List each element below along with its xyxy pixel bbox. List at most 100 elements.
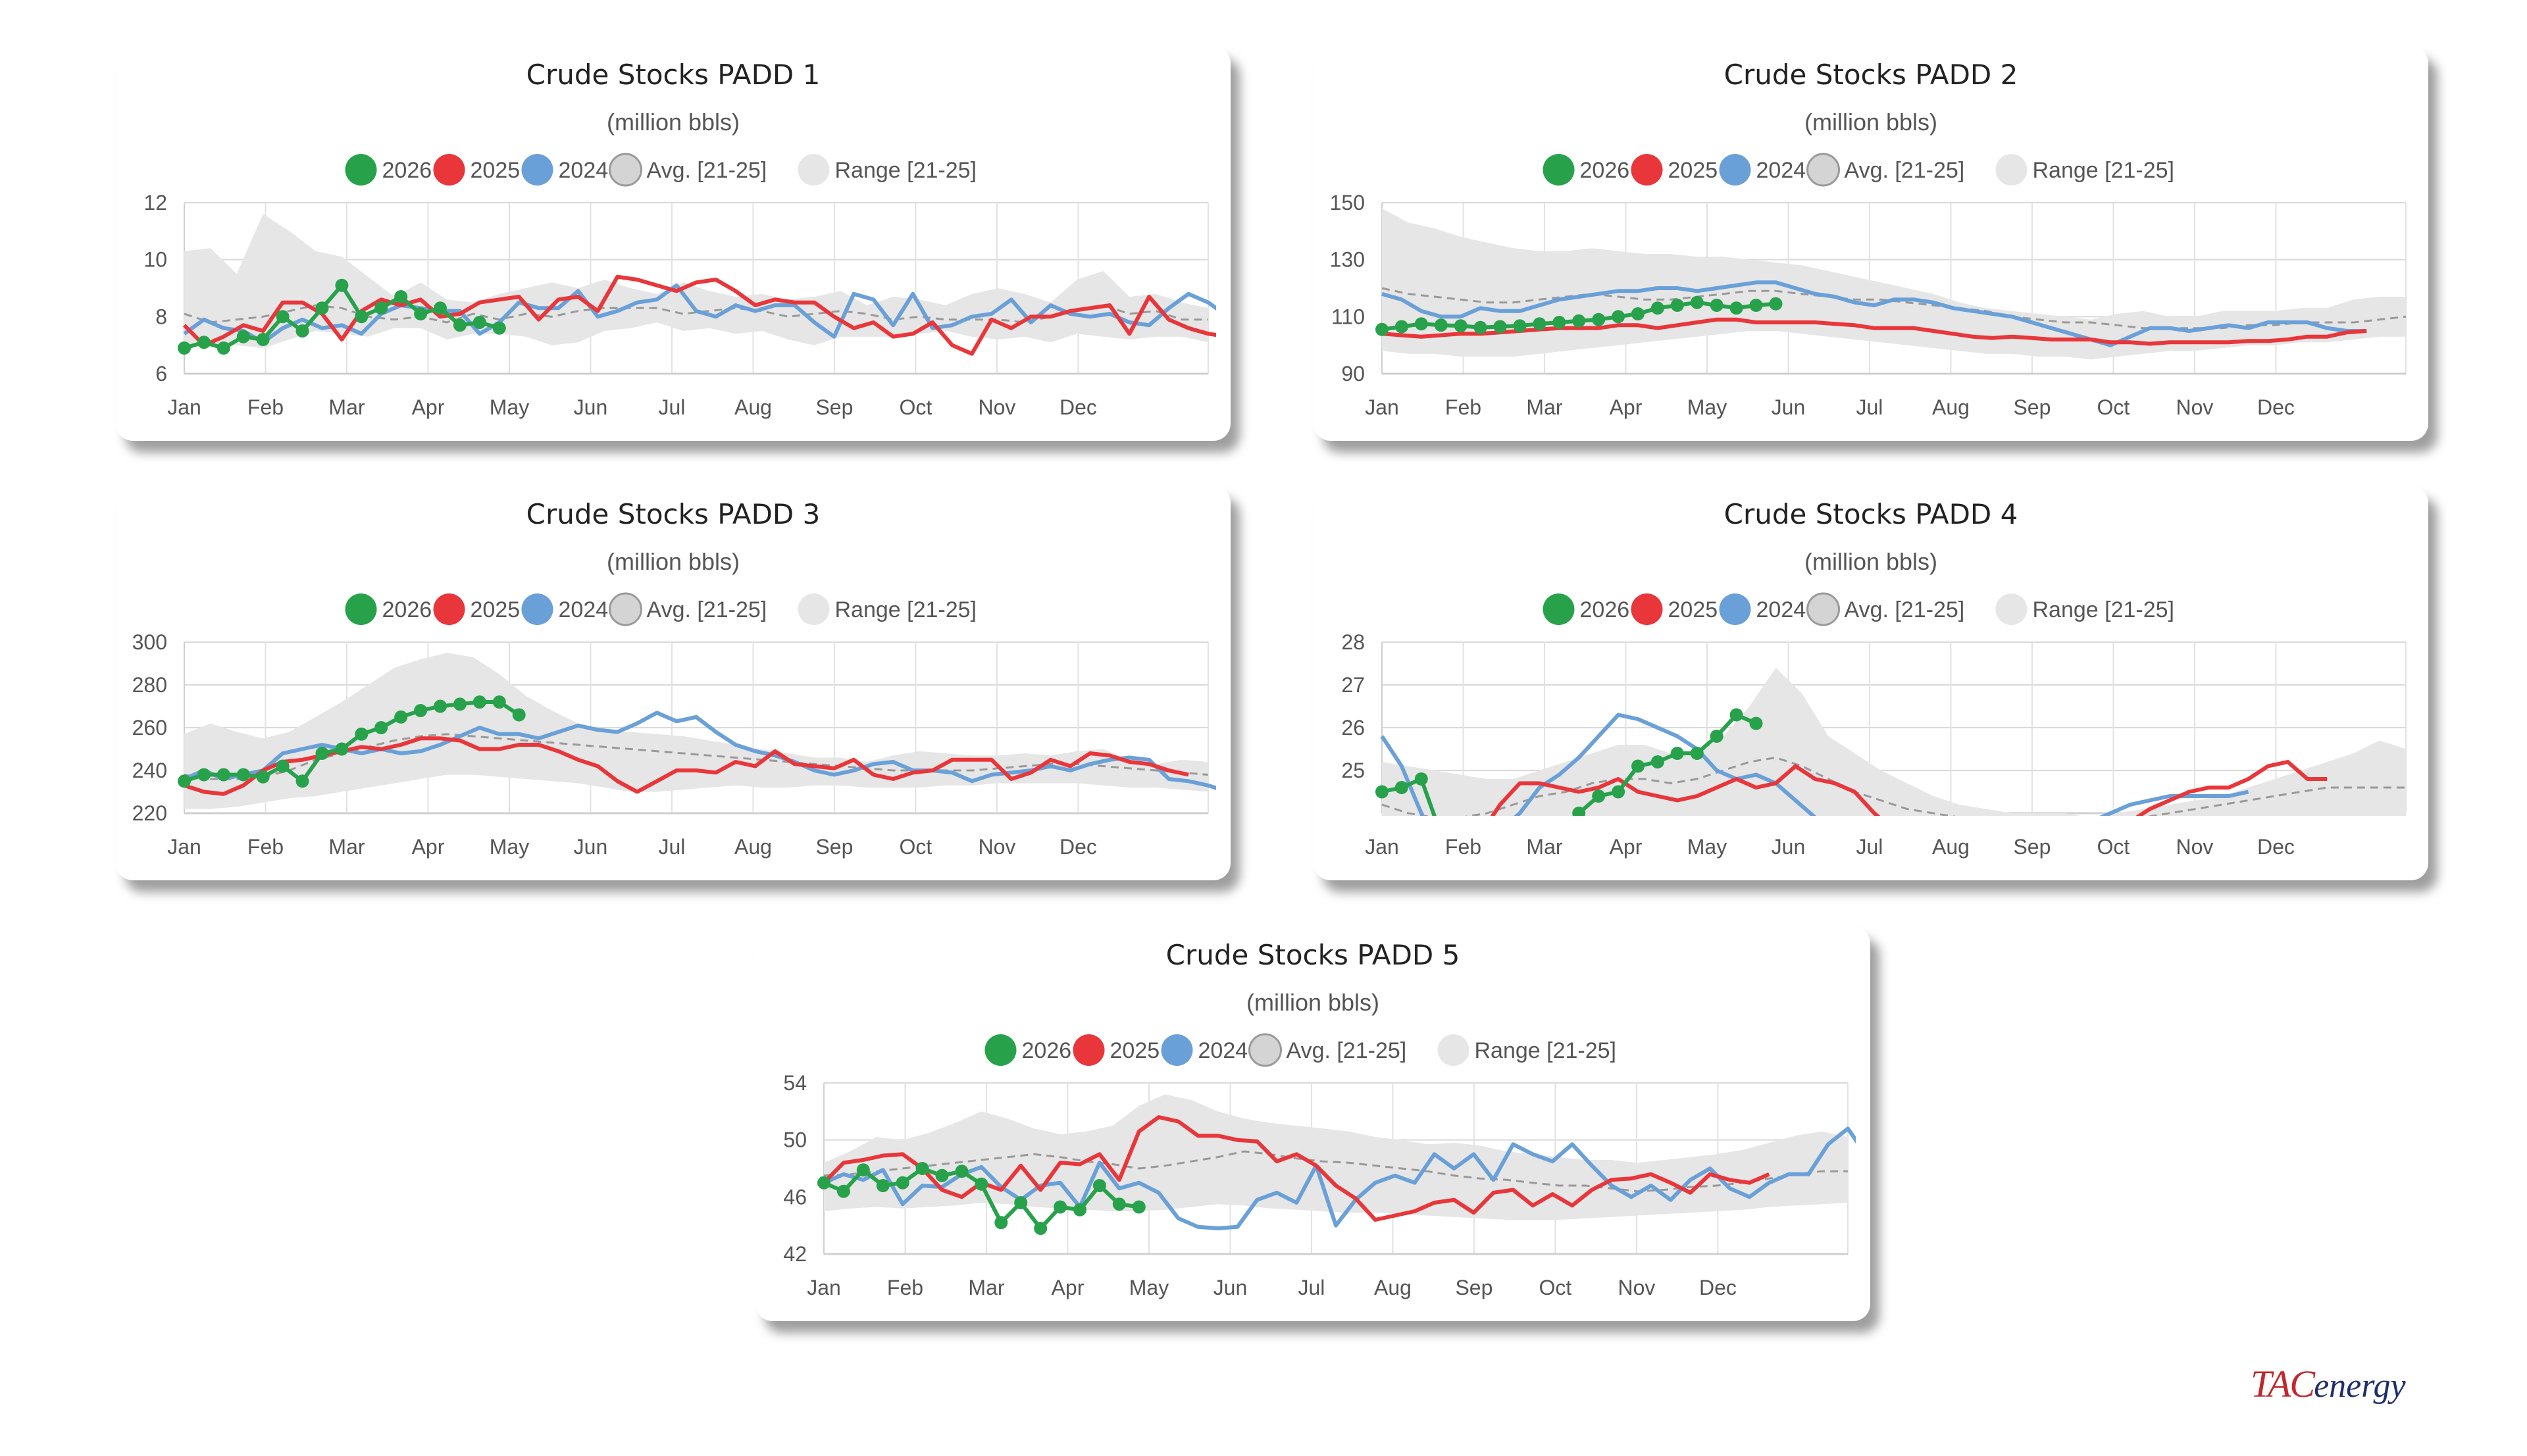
legend-swatch <box>433 154 465 186</box>
data-point-2026 <box>414 307 428 320</box>
legend-label: 2024 <box>1198 1038 1248 1063</box>
data-point-2026 <box>178 774 191 788</box>
x-tick-label: Mar <box>1526 835 1562 859</box>
x-tick-label: Apr <box>1052 1276 1085 1299</box>
x-tick-label: Jun <box>1772 395 1806 419</box>
y-tick-label: 12 <box>143 191 167 214</box>
data-point-2026 <box>876 1179 890 1192</box>
chart-title: Crude Stocks PADD 2 <box>1724 59 2018 91</box>
legend-label: Avg. [21-25] <box>647 158 767 183</box>
x-tick-label: Mar <box>328 835 365 859</box>
legend-label: Range [21-25] <box>1475 1038 1617 1063</box>
data-point-2026 <box>374 721 388 734</box>
y-tick-label: 220 <box>132 801 167 825</box>
x-tick-label: Nov <box>978 835 1015 859</box>
y-tick-label: 90 <box>1341 362 1365 386</box>
legend-item[interactable]: Range [21-25] <box>1437 1034 1617 1066</box>
data-point-2026 <box>1729 301 1743 315</box>
chart-card-padd3: Crude Stocks PADD 3 (million bbls) 2026 202… <box>116 486 1231 880</box>
legend-item[interactable]: 2025 <box>1631 154 1718 186</box>
data-point-2026 <box>1092 1179 1106 1192</box>
legend-item[interactable]: 2026 <box>1543 154 1630 186</box>
legend-item[interactable]: Avg. [21-25] <box>609 592 767 626</box>
data-point-2026 <box>1375 322 1389 336</box>
data-point-2026 <box>1670 747 1684 760</box>
x-tick-label: Oct <box>1539 1276 1572 1299</box>
legend-item[interactable]: 2024 <box>521 154 609 186</box>
x-tick-label: Aug <box>1374 1276 1412 1299</box>
x-tick-label: Jan <box>167 835 201 859</box>
legend-item[interactable]: Avg. [21-25] <box>1248 1033 1407 1067</box>
series-2024-line <box>183 711 1216 790</box>
series-2024-line <box>1380 713 2249 816</box>
legend-item[interactable]: Avg. [21-25] <box>1806 592 1965 626</box>
plot-area <box>178 653 1216 809</box>
x-tick-label: Dec <box>1059 835 1097 859</box>
data-point-2026 <box>217 768 230 782</box>
legend-item[interactable]: 2024 <box>1719 154 1806 186</box>
legend-item[interactable]: 2026 <box>984 1034 1072 1066</box>
data-point-2026 <box>453 697 467 711</box>
x-tick-label: Mar <box>328 395 365 419</box>
x-tick-label: Aug <box>734 395 772 419</box>
x-tick-label: Jan <box>167 395 201 419</box>
series-2024-line <box>183 283 1216 345</box>
legend-item[interactable]: 2026 <box>345 593 432 625</box>
legend-item[interactable]: 2025 <box>1631 593 1718 625</box>
x-tick-label: Jan <box>1365 835 1399 859</box>
legend-item[interactable]: 2025 <box>1073 1034 1160 1066</box>
x-tick-label: Jul <box>1856 835 1883 859</box>
legend-item[interactable]: 2025 <box>433 154 521 186</box>
legend-label: 2024 <box>559 158 609 183</box>
legend-swatch <box>1073 1034 1105 1066</box>
legend-item[interactable]: 2026 <box>345 154 432 186</box>
y-tick-label: 300 <box>132 630 167 654</box>
legend-item[interactable]: Range [21-25] <box>1995 593 2175 625</box>
data-point-2026 <box>1710 299 1723 312</box>
x-tick-label: Sep <box>1455 1276 1493 1299</box>
legend-item[interactable]: 2025 <box>433 593 521 625</box>
data-point-2026 <box>915 1162 929 1175</box>
data-point-2026 <box>374 301 388 315</box>
data-point-2026 <box>1690 295 1704 309</box>
legend-item[interactable]: 2024 <box>1719 593 1806 625</box>
series-2025-line <box>184 736 1189 796</box>
legend-swatch <box>1631 593 1663 625</box>
x-tick-label: Jul <box>1856 395 1883 419</box>
data-point-2026 <box>994 1216 1008 1230</box>
legend-swatch <box>1806 153 1840 187</box>
data-point-2026 <box>434 301 447 315</box>
legend-swatch <box>521 154 553 186</box>
legend-label: Range [21-25] <box>2033 597 2175 622</box>
y-tick-label: 10 <box>143 248 167 272</box>
logo-wordmark: energy <box>2314 1367 2406 1405</box>
legend-item[interactable]: Range [21-25] <box>798 593 977 625</box>
legend-item[interactable]: 2024 <box>1161 1034 1248 1066</box>
y-tick-label: 240 <box>132 759 167 782</box>
legend-label: 2025 <box>471 158 521 183</box>
legend-swatch <box>345 154 377 186</box>
data-point-2026 <box>1710 730 1723 743</box>
legend-item[interactable]: Range [21-25] <box>798 154 977 186</box>
x-tick-label: Oct <box>2097 395 2130 419</box>
legend-label: 2026 <box>1580 597 1630 622</box>
data-point-2026 <box>1493 320 1507 334</box>
x-tick-label: Sep <box>2013 395 2051 419</box>
legend-item[interactable]: 2026 <box>1543 593 1630 625</box>
data-point-2026 <box>1054 1200 1067 1214</box>
data-point-2026 <box>1729 708 1743 722</box>
legend-item[interactable]: Avg. [21-25] <box>609 153 767 187</box>
legend-label: Range [21-25] <box>2033 158 2175 183</box>
legend-item[interactable]: Range [21-25] <box>1995 154 2175 186</box>
legend-label: Avg. [21-25] <box>1287 1038 1407 1063</box>
y-tick-label: 50 <box>783 1128 807 1152</box>
plot-area <box>817 1094 1856 1235</box>
legend-item[interactable]: Avg. [21-25] <box>1806 153 1965 187</box>
x-tick-label: Feb <box>1445 835 1481 859</box>
data-point-2026 <box>492 321 506 335</box>
legend-item[interactable]: 2024 <box>521 593 609 625</box>
data-point-2026 <box>355 310 369 324</box>
data-point-2026 <box>394 290 408 303</box>
data-point-2026 <box>1514 858 1527 871</box>
x-tick-label: May <box>1129 1276 1169 1299</box>
